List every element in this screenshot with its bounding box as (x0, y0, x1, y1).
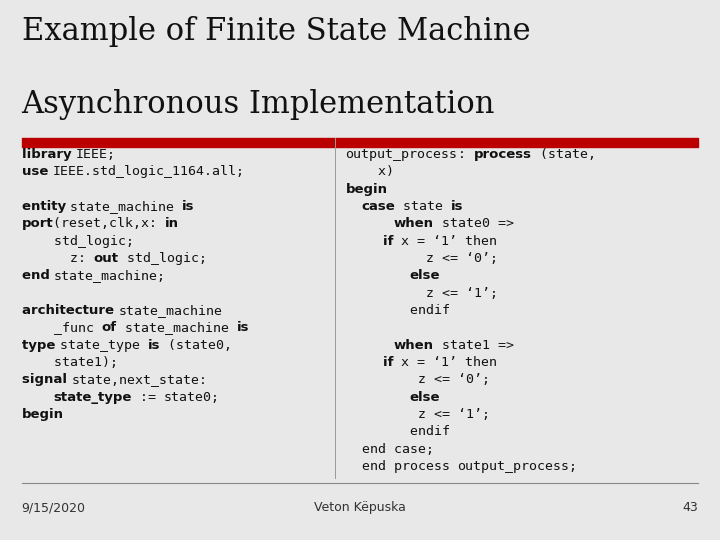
Text: state_machine: state_machine (118, 304, 222, 317)
Text: (state0,: (state0, (160, 339, 232, 352)
Text: (reset,clk,x:: (reset,clk,x: (53, 217, 165, 231)
Text: x = ‘1’ then: x = ‘1’ then (393, 356, 497, 369)
Text: else: else (410, 269, 440, 282)
Text: Asynchronous Implementation: Asynchronous Implementation (22, 89, 495, 120)
Text: :: : (458, 148, 474, 161)
Text: else: else (410, 390, 440, 404)
Text: port: port (22, 217, 53, 231)
Text: state_type: state_type (60, 339, 148, 352)
Text: state1 =>: state1 => (433, 339, 513, 352)
Text: state: state (395, 200, 451, 213)
Text: state0;: state0; (164, 390, 220, 404)
Text: x = ‘1’ then: x = ‘1’ then (393, 235, 497, 248)
Text: output_process: output_process (346, 148, 458, 161)
Text: case: case (361, 200, 395, 213)
Text: end: end (22, 269, 54, 282)
Text: state_machine;: state_machine; (54, 269, 166, 282)
Text: is: is (451, 200, 464, 213)
Text: signal: signal (22, 373, 71, 386)
Text: state1);: state1); (22, 356, 117, 369)
Text: end process: end process (346, 460, 458, 473)
Text: x): x) (346, 165, 394, 178)
Text: state,next_state:: state,next_state: (71, 373, 207, 386)
Text: is: is (237, 321, 249, 334)
Text: std_logic;: std_logic; (119, 252, 207, 265)
Text: Example of Finite State Machine: Example of Finite State Machine (22, 16, 530, 47)
Text: in: in (165, 217, 179, 231)
Text: Veton Këpuska: Veton Këpuska (314, 501, 406, 514)
Text: is: is (182, 200, 195, 213)
Text: begin: begin (346, 183, 387, 195)
Text: state0 =>: state0 => (433, 217, 513, 231)
Text: is: is (148, 339, 160, 352)
Text: IEEE;: IEEE; (76, 148, 116, 161)
Text: type: type (22, 339, 60, 352)
Text: when: when (394, 217, 433, 231)
Text: z:: z: (22, 252, 94, 265)
Text: process: process (474, 148, 531, 161)
Text: architecture: architecture (22, 304, 118, 317)
Text: begin: begin (22, 408, 63, 421)
Text: of: of (102, 321, 117, 334)
Text: if: if (346, 356, 393, 369)
Text: (state,: (state, (531, 148, 595, 161)
Text: output_process;: output_process; (458, 460, 577, 473)
Text: if: if (346, 235, 393, 248)
Text: endif: endif (346, 426, 449, 438)
Text: _func: _func (22, 321, 102, 334)
Text: 43: 43 (683, 501, 698, 514)
Text: 9/15/2020: 9/15/2020 (22, 501, 86, 514)
Text: end case;: end case; (346, 443, 433, 456)
Text: :=: := (132, 390, 164, 404)
Text: std_logic;: std_logic; (22, 235, 134, 248)
Text: out: out (94, 252, 119, 265)
Text: when: when (394, 339, 433, 352)
Text: z <= ‘0’;: z <= ‘0’; (346, 252, 498, 265)
Text: z <= ‘1’;: z <= ‘1’; (346, 408, 490, 421)
Text: entity: entity (22, 200, 71, 213)
Text: z <= ‘1’;: z <= ‘1’; (346, 287, 498, 300)
Text: use: use (22, 165, 53, 178)
Text: library: library (22, 148, 76, 161)
Text: IEEE.std_logic_1164.all;: IEEE.std_logic_1164.all; (53, 165, 245, 178)
Text: state_machine: state_machine (117, 321, 237, 334)
Text: endif: endif (346, 304, 449, 317)
Text: state_type: state_type (53, 390, 132, 404)
Text: state_machine: state_machine (71, 200, 182, 213)
Text: z <= ‘0’;: z <= ‘0’; (346, 373, 490, 386)
